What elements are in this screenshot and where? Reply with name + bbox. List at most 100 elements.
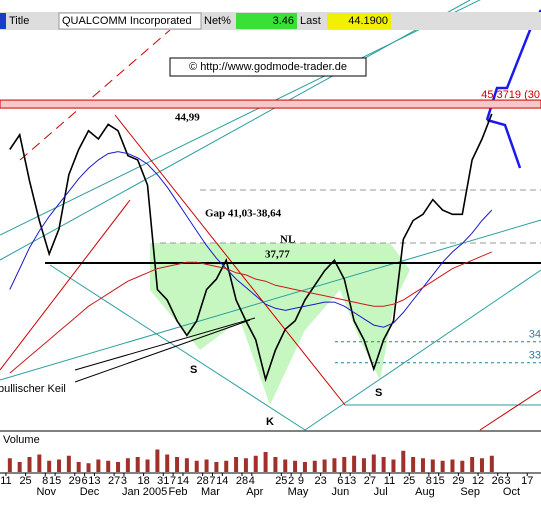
annotation: bullischer Keil	[0, 383, 66, 395]
x-tick-label: 27	[364, 475, 376, 487]
x-tick-label: 23	[315, 475, 327, 487]
volume-bar	[401, 450, 406, 472]
x-tick-label: 14	[177, 475, 189, 487]
volume-bar	[381, 457, 386, 472]
annotation: S	[375, 387, 382, 399]
pointer-line	[74, 317, 256, 371]
x-tick-label: 31	[157, 475, 169, 487]
trend-line	[0, 0, 471, 261]
header-field	[327, 13, 391, 29]
x-tick-label: 25	[403, 475, 415, 487]
x-tick-label: 4	[249, 475, 255, 487]
annotation: S	[190, 364, 197, 376]
level-label: 33	[529, 350, 541, 362]
volume-bar	[302, 462, 307, 472]
volume-bar	[27, 457, 32, 472]
month-label: Jan 2005	[122, 486, 167, 498]
volume-label: Volume	[3, 434, 40, 446]
volume-bar	[96, 459, 101, 472]
x-tick-label: 13	[88, 475, 100, 487]
header-label: Last	[300, 15, 321, 27]
volume-bar	[135, 457, 140, 472]
volume-bar	[17, 462, 22, 472]
volume-bar	[243, 458, 248, 472]
x-tick-label: 17	[521, 475, 533, 487]
volume-bar	[273, 457, 278, 472]
x-tick-label: 13	[344, 475, 356, 487]
volume-bar	[57, 459, 62, 472]
annotation: 44,99	[175, 112, 200, 124]
x-tick-label: 8	[426, 475, 432, 487]
volume-bar	[145, 459, 150, 472]
volume-bar	[352, 455, 357, 472]
x-tick-label: 8	[42, 475, 48, 487]
x-tick-label: 2	[288, 475, 294, 487]
x-tick-label: 28	[236, 475, 248, 487]
month-label: Sep	[460, 486, 480, 498]
channel-line	[479, 389, 541, 431]
header-last: 44.1900	[348, 15, 388, 27]
annotation: K	[266, 416, 274, 428]
volume-bar	[371, 454, 376, 472]
volume-bar	[184, 458, 189, 472]
x-tick-label: 7	[170, 475, 176, 487]
channel-line	[0, 199, 131, 371]
level-label: 45.3719 (30	[481, 89, 540, 101]
header-title: QUALCOMM Incorporated	[62, 15, 192, 27]
x-tick-label: 6	[82, 475, 88, 487]
volume-bar	[86, 463, 91, 472]
month-label: Jul	[374, 486, 388, 498]
volume-bar	[66, 455, 71, 472]
annotation: NL	[280, 234, 295, 246]
volume-bar	[440, 460, 445, 472]
volume-bar	[47, 460, 52, 472]
x-tick-label: 14	[216, 475, 228, 487]
month-label: Oct	[503, 486, 520, 498]
volume-bar	[342, 457, 347, 472]
pointer-line	[74, 319, 251, 383]
month-label: Jun	[331, 486, 349, 498]
volume-bar	[489, 455, 494, 472]
month-label: Nov	[36, 486, 56, 498]
volume-bar	[332, 458, 337, 472]
month-label: May	[288, 486, 309, 498]
header-marker	[0, 13, 6, 29]
volume-bar	[155, 449, 160, 472]
trend-line	[0, 219, 541, 381]
channel-line	[19, 29, 171, 161]
series-line	[9, 151, 493, 328]
volume-bar	[322, 459, 327, 472]
header-label: Title	[9, 15, 29, 27]
x-tick-label: 11	[0, 475, 11, 487]
month-label: Mar	[201, 486, 220, 498]
month-label: Dec	[80, 486, 100, 498]
watermark-box	[169, 57, 367, 77]
x-tick-label: 28	[197, 475, 209, 487]
annotation: Gap 41,03-38,64	[205, 208, 282, 220]
volume-bar	[470, 457, 475, 472]
volume-bar	[106, 460, 111, 472]
header-field	[236, 13, 297, 29]
volume-bar	[479, 458, 484, 472]
volume-bar	[391, 459, 396, 472]
watermark: © http://www.godmode-trader.de	[189, 61, 347, 73]
volume-bar	[293, 460, 298, 472]
x-tick-label: 11	[384, 475, 395, 487]
volume-bar	[194, 460, 199, 472]
volume-bar	[204, 459, 209, 472]
x-tick-label: 12	[472, 475, 484, 487]
header-field	[58, 12, 202, 30]
volume-bar	[411, 457, 416, 472]
level-label: 34	[529, 329, 541, 341]
volume-bar	[430, 459, 435, 472]
x-tick-label: 7	[209, 475, 215, 487]
x-tick-label: 15	[433, 475, 445, 487]
x-tick-label: 27	[108, 475, 120, 487]
x-tick-label: 29	[452, 475, 464, 487]
x-tick-label: 6	[337, 475, 343, 487]
x-tick-label: 3	[504, 475, 510, 487]
month-label: Feb	[169, 486, 188, 498]
resistance-band	[0, 99, 541, 109]
header-net: 3.46	[273, 15, 294, 27]
